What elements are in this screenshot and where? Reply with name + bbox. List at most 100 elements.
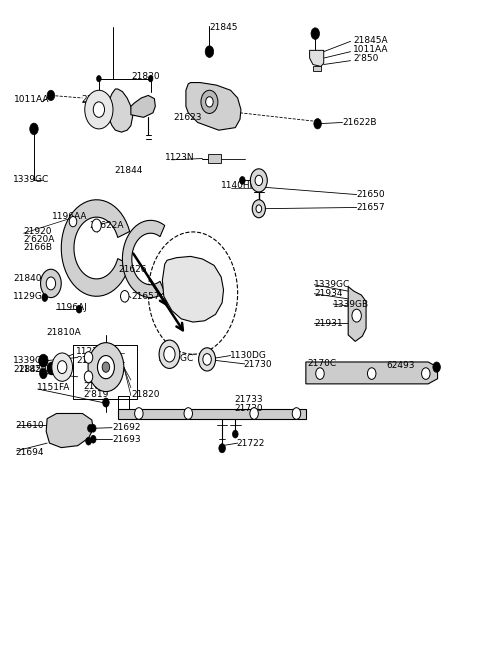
Circle shape [219,443,226,453]
Circle shape [184,408,192,419]
Circle shape [87,424,93,432]
Text: 21844: 21844 [114,166,142,175]
Circle shape [352,309,361,322]
Text: 21657: 21657 [131,292,159,301]
Text: 1339GC: 1339GC [314,281,350,289]
Circle shape [314,119,322,129]
Text: 21733: 21733 [234,395,263,404]
Text: 21920: 21920 [24,227,52,237]
Text: 1140HH: 1140HH [221,181,258,190]
Text: 21657: 21657 [357,203,385,212]
Text: 21840: 21840 [13,274,42,283]
Circle shape [30,123,38,135]
Text: 21810A: 21810A [46,328,81,337]
Circle shape [39,354,48,367]
Circle shape [232,430,238,438]
Text: 1339GB: 1339GB [333,300,369,309]
Text: 21694: 21694 [16,447,44,457]
Text: 21650: 21650 [357,190,385,199]
Text: 1123N: 1123N [165,152,194,162]
Text: 2166B: 2166B [24,243,53,252]
Text: 21622B: 21622B [343,118,377,127]
Text: 21623: 21623 [173,113,202,122]
Circle shape [88,343,124,392]
Text: 1339GC: 1339GC [158,353,194,363]
Text: 21931: 21931 [314,319,343,328]
Circle shape [421,368,430,379]
Bar [207,154,221,163]
Text: 1196AA: 1196AA [52,212,87,221]
Text: 1011AA: 1011AA [353,45,388,54]
Text: 21845: 21845 [209,23,238,32]
Text: 21845A: 21845A [353,35,387,45]
Text: 21820B: 21820B [18,365,53,374]
Text: 1339GC: 1339GC [13,175,49,183]
Circle shape [256,205,262,213]
Circle shape [250,408,258,419]
Circle shape [69,216,77,227]
Text: 21823A: 21823A [76,356,111,365]
Text: 1129GC: 1129GC [13,292,49,301]
Circle shape [85,90,113,129]
Circle shape [205,46,214,57]
Circle shape [84,351,93,363]
Text: 21626: 21626 [119,265,147,274]
Circle shape [120,290,129,302]
Circle shape [40,269,61,298]
Circle shape [103,398,109,407]
Polygon shape [162,256,224,322]
Circle shape [199,348,216,371]
Circle shape [255,175,263,185]
Circle shape [47,362,57,375]
Text: 2'620A: 2'620A [24,235,55,244]
Polygon shape [108,89,133,132]
Text: 1130DG: 1130DG [229,351,266,360]
Circle shape [148,76,153,82]
Circle shape [52,353,72,381]
Polygon shape [122,220,165,298]
Circle shape [368,368,376,379]
Circle shape [58,361,67,374]
Circle shape [201,90,218,114]
Text: 21693: 21693 [112,435,141,443]
Circle shape [97,355,114,378]
Circle shape [42,294,48,302]
Circle shape [40,369,47,378]
Circle shape [240,177,245,184]
Text: 1151FA: 1151FA [37,383,70,392]
Text: 21830: 21830 [132,72,160,81]
Polygon shape [131,95,156,118]
Circle shape [102,362,110,373]
Circle shape [84,371,93,382]
Circle shape [205,97,213,107]
Circle shape [252,200,265,217]
Circle shape [47,90,55,101]
Polygon shape [348,286,366,342]
Text: 21820: 21820 [131,390,159,399]
Text: 21818: 21818 [84,374,112,383]
Circle shape [159,340,180,369]
Text: 1123GT: 1123GT [76,347,111,356]
Polygon shape [306,362,438,384]
Polygon shape [46,413,93,447]
Text: 1011AA: 1011AA [14,95,50,104]
Polygon shape [186,83,241,130]
Text: 1339GC: 1339GC [13,356,49,365]
Circle shape [90,424,96,432]
Text: 21722: 21722 [236,439,264,447]
Text: 21934: 21934 [314,289,343,298]
Text: 21692: 21692 [112,423,141,432]
Circle shape [86,438,91,445]
Text: 21855: 21855 [84,382,112,391]
Circle shape [292,408,300,419]
Text: 2'850: 2'850 [353,54,378,62]
Polygon shape [61,200,130,296]
Circle shape [76,306,82,313]
Polygon shape [313,66,321,71]
Polygon shape [310,51,324,66]
Text: 2170C: 2170C [307,359,336,368]
Circle shape [93,102,105,118]
Text: 2'819: 2'819 [84,390,109,399]
Circle shape [433,362,440,373]
Text: 21610: 21610 [16,420,44,430]
